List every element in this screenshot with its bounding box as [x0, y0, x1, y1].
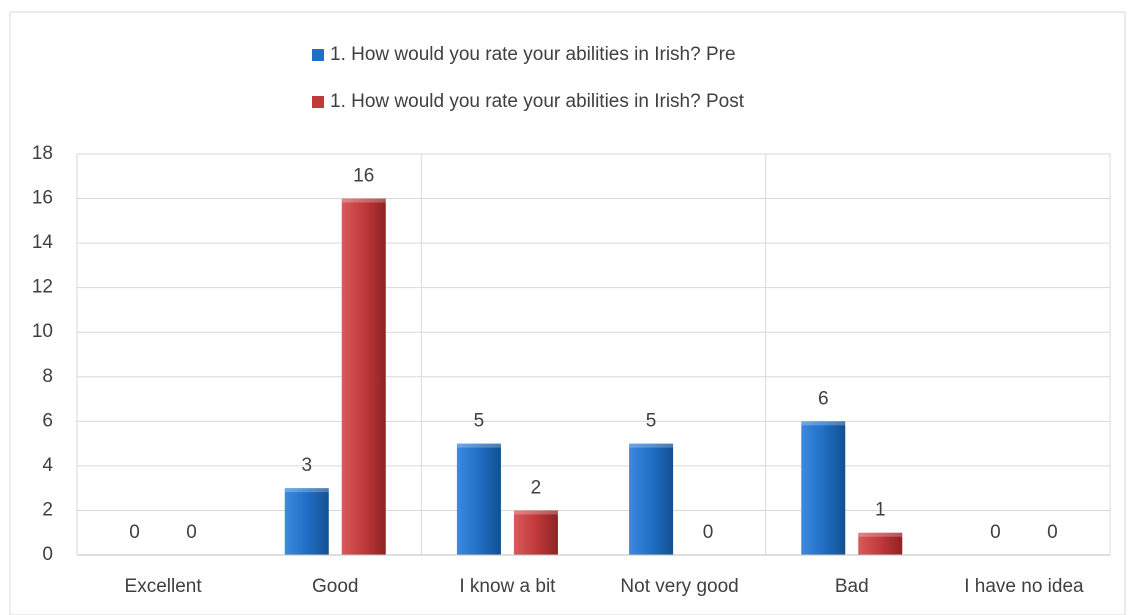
bar [858, 532, 903, 555]
data-label: 5 [646, 411, 657, 432]
bar [629, 443, 674, 555]
bar [801, 421, 846, 555]
y-tick-label: 2 [42, 499, 53, 520]
data-label: 6 [818, 388, 829, 409]
data-label: 3 [301, 455, 312, 476]
y-tick-label: 14 [32, 232, 54, 253]
y-tick-label: 4 [42, 455, 53, 476]
legend-swatch [312, 96, 324, 108]
chart-border [9, 11, 1126, 615]
data-label: 16 [353, 166, 374, 187]
data-label: 1 [875, 500, 886, 521]
data-label: 0 [1047, 522, 1058, 543]
x-tick-label: Not very good [620, 576, 738, 597]
data-label: 2 [531, 477, 542, 498]
y-tick-label: 6 [42, 410, 53, 431]
bar [513, 510, 558, 555]
bar-cap [513, 510, 558, 515]
bar-cap [456, 443, 501, 448]
x-tick-label: Good [312, 576, 358, 597]
data-label: 0 [129, 522, 140, 543]
bar-cap [858, 532, 903, 537]
y-tick-label: 16 [32, 188, 53, 209]
legend-label: 1. How would you rate your abilities in … [330, 91, 745, 112]
bar-cap [629, 443, 674, 448]
x-tick-label: Excellent [125, 576, 203, 597]
x-tick-label: I have no idea [964, 576, 1084, 597]
data-label: 0 [990, 522, 1001, 543]
data-label: 5 [474, 411, 485, 432]
bar-cap [801, 421, 846, 426]
y-tick-label: 12 [32, 277, 53, 298]
bar [456, 443, 501, 555]
legend-swatch [312, 49, 324, 61]
y-tick-label: 10 [32, 321, 53, 342]
bar-cap [341, 198, 386, 203]
y-tick-label: 0 [42, 544, 53, 565]
y-tick-label: 18 [32, 143, 53, 164]
legend-label: 1. How would you rate your abilities in … [330, 44, 736, 65]
data-label: 0 [186, 522, 197, 543]
bar [284, 488, 329, 555]
x-tick-label: I know a bit [459, 576, 556, 597]
x-tick-label: Bad [835, 576, 869, 597]
y-tick-label: 8 [42, 366, 53, 387]
data-label: 0 [703, 522, 714, 543]
bar [341, 198, 386, 556]
bar-cap [284, 488, 329, 493]
